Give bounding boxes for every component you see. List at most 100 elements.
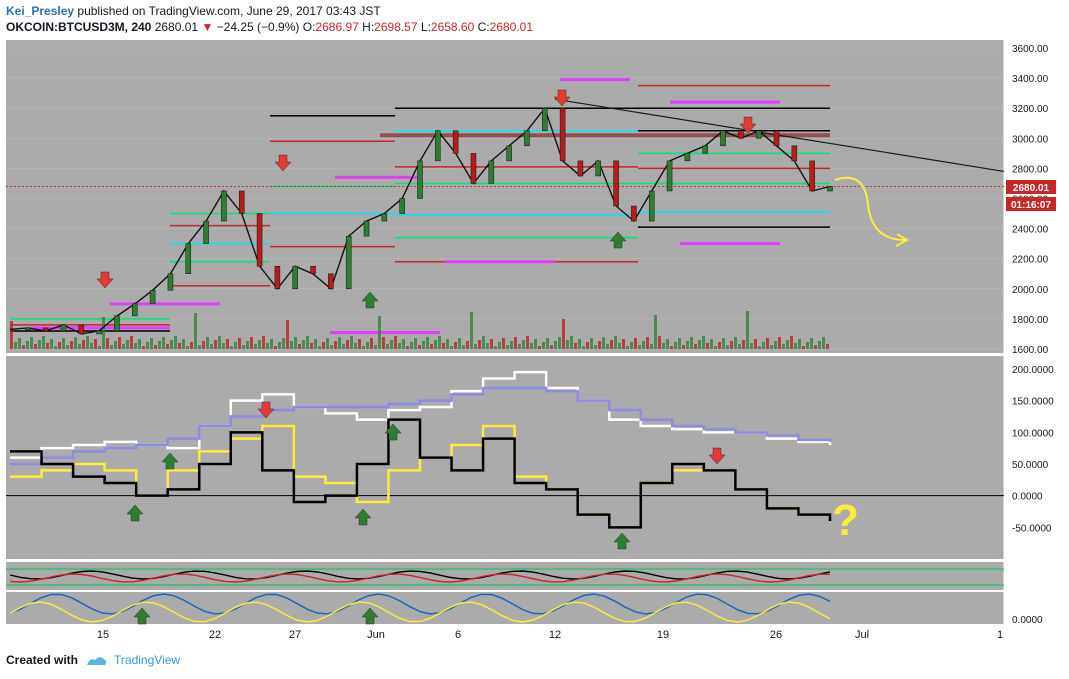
volume-bar <box>694 344 697 349</box>
volume-bar <box>134 343 137 349</box>
tradingview-logo-icon <box>87 657 107 665</box>
volume-bar <box>654 315 657 349</box>
volume-bar <box>778 337 781 349</box>
ohlc-open-label: O: <box>302 20 316 34</box>
volume-bar <box>526 336 529 349</box>
volume-bar <box>286 320 289 349</box>
price-candle <box>452 130 459 154</box>
volume-bar <box>362 346 365 349</box>
price-candle <box>755 130 762 139</box>
price-pane[interactable] <box>6 40 1004 353</box>
price-candle <box>577 160 584 177</box>
price-tick-label: 2400.00 <box>1012 225 1049 236</box>
volume-bar <box>342 344 345 349</box>
volume-bar <box>378 316 381 349</box>
stochastic-pane-1[interactable] <box>6 562 1004 590</box>
volume-bar <box>502 338 505 349</box>
volume-bar <box>142 346 145 349</box>
volume-bar <box>534 339 537 349</box>
volume-bar <box>98 346 101 349</box>
volume-bar <box>722 338 725 349</box>
current-price-label: 2680.01 <box>1013 183 1050 194</box>
volume-bar <box>294 337 297 349</box>
up-arrow-icon <box>354 508 372 526</box>
volume-bar <box>426 337 429 349</box>
volume-bar <box>166 344 169 349</box>
up-arrow-icon <box>361 291 379 309</box>
stochastic-pane-2[interactable] <box>6 592 1004 624</box>
down-arrow-icon <box>553 89 571 107</box>
volume-bar <box>422 341 425 349</box>
footer: Created with TradingView <box>6 653 180 667</box>
oscillator-tick-label: -50.0000 <box>1012 523 1052 534</box>
volume-bar <box>786 340 789 349</box>
price-candle <box>292 265 298 290</box>
oscillator-tick-label: 50.0000 <box>1012 460 1049 471</box>
price-candle <box>149 290 156 305</box>
price-candle <box>435 130 441 162</box>
stochastic-line <box>9 573 830 583</box>
volume-bar <box>350 336 353 349</box>
brand-label[interactable]: TradingView <box>114 653 181 667</box>
volume-bar <box>478 340 481 349</box>
time-tick-label: 19 <box>657 629 669 641</box>
symbol-label[interactable]: OKCOIN:BTCUSD3M, 240 <box>6 20 152 34</box>
volume-bar <box>646 337 649 349</box>
volume-bar <box>238 338 241 349</box>
volume-bar <box>114 341 117 349</box>
volume-bar <box>470 312 473 349</box>
volume-bar <box>106 338 109 349</box>
price-candle <box>238 190 245 214</box>
volume-bar <box>398 343 401 349</box>
author-name[interactable]: Kei_Presley <box>6 4 75 18</box>
volume-bar <box>418 345 421 349</box>
volume-bar <box>530 343 533 349</box>
countdown-label: 01:16:07 <box>1011 200 1051 211</box>
ohlc-close: 2680.01 <box>489 20 534 34</box>
volume-bar <box>206 337 209 349</box>
price-candle <box>274 265 281 290</box>
price-candle <box>470 153 477 184</box>
volume-bar <box>194 313 197 349</box>
volume-bar <box>798 339 801 349</box>
volume-bar <box>314 339 317 349</box>
down-triangle-icon: ▼ <box>201 20 214 34</box>
volume-bar <box>554 341 557 349</box>
volume-bar <box>742 340 745 349</box>
price-tick-label: 3400.00 <box>1012 74 1049 85</box>
last-price: 2680.01 <box>154 20 199 34</box>
price-change: −24.25 (−0.9%) <box>216 20 300 34</box>
volume-bar <box>482 336 485 349</box>
ohlc-low-label: L: <box>420 20 431 34</box>
time-tick-label: Jun <box>367 629 385 641</box>
volume-bar <box>178 343 181 349</box>
volume-bar <box>634 338 637 349</box>
volume-bar <box>162 337 165 349</box>
volume-bar <box>818 341 821 349</box>
price-candle <box>648 190 655 222</box>
volume-bar <box>538 346 541 349</box>
current-price-tag: 2680.01 01:16:07 <box>1006 180 1056 211</box>
volume-bar <box>570 336 573 349</box>
volume-bar <box>802 346 805 349</box>
volume-bar <box>38 340 41 349</box>
volume-bar <box>110 345 113 349</box>
volume-bar <box>630 342 633 349</box>
volume-bar <box>234 342 237 349</box>
volume-bar <box>318 346 321 349</box>
volume-bar <box>814 345 817 349</box>
volume-bar <box>62 338 65 349</box>
oscillator-series-line <box>10 386 832 466</box>
price-candle <box>114 315 120 332</box>
volume-bar <box>190 342 193 349</box>
price-tick-label: 2800.00 <box>1012 164 1049 175</box>
volume-bar <box>50 339 53 349</box>
volume-bar <box>358 339 361 349</box>
price-candle <box>345 235 352 290</box>
volume-bar <box>330 345 333 349</box>
volume-bar <box>338 337 341 349</box>
stochastic-line <box>9 601 831 623</box>
volume-bar <box>218 336 221 349</box>
stochastic-line <box>9 593 831 615</box>
